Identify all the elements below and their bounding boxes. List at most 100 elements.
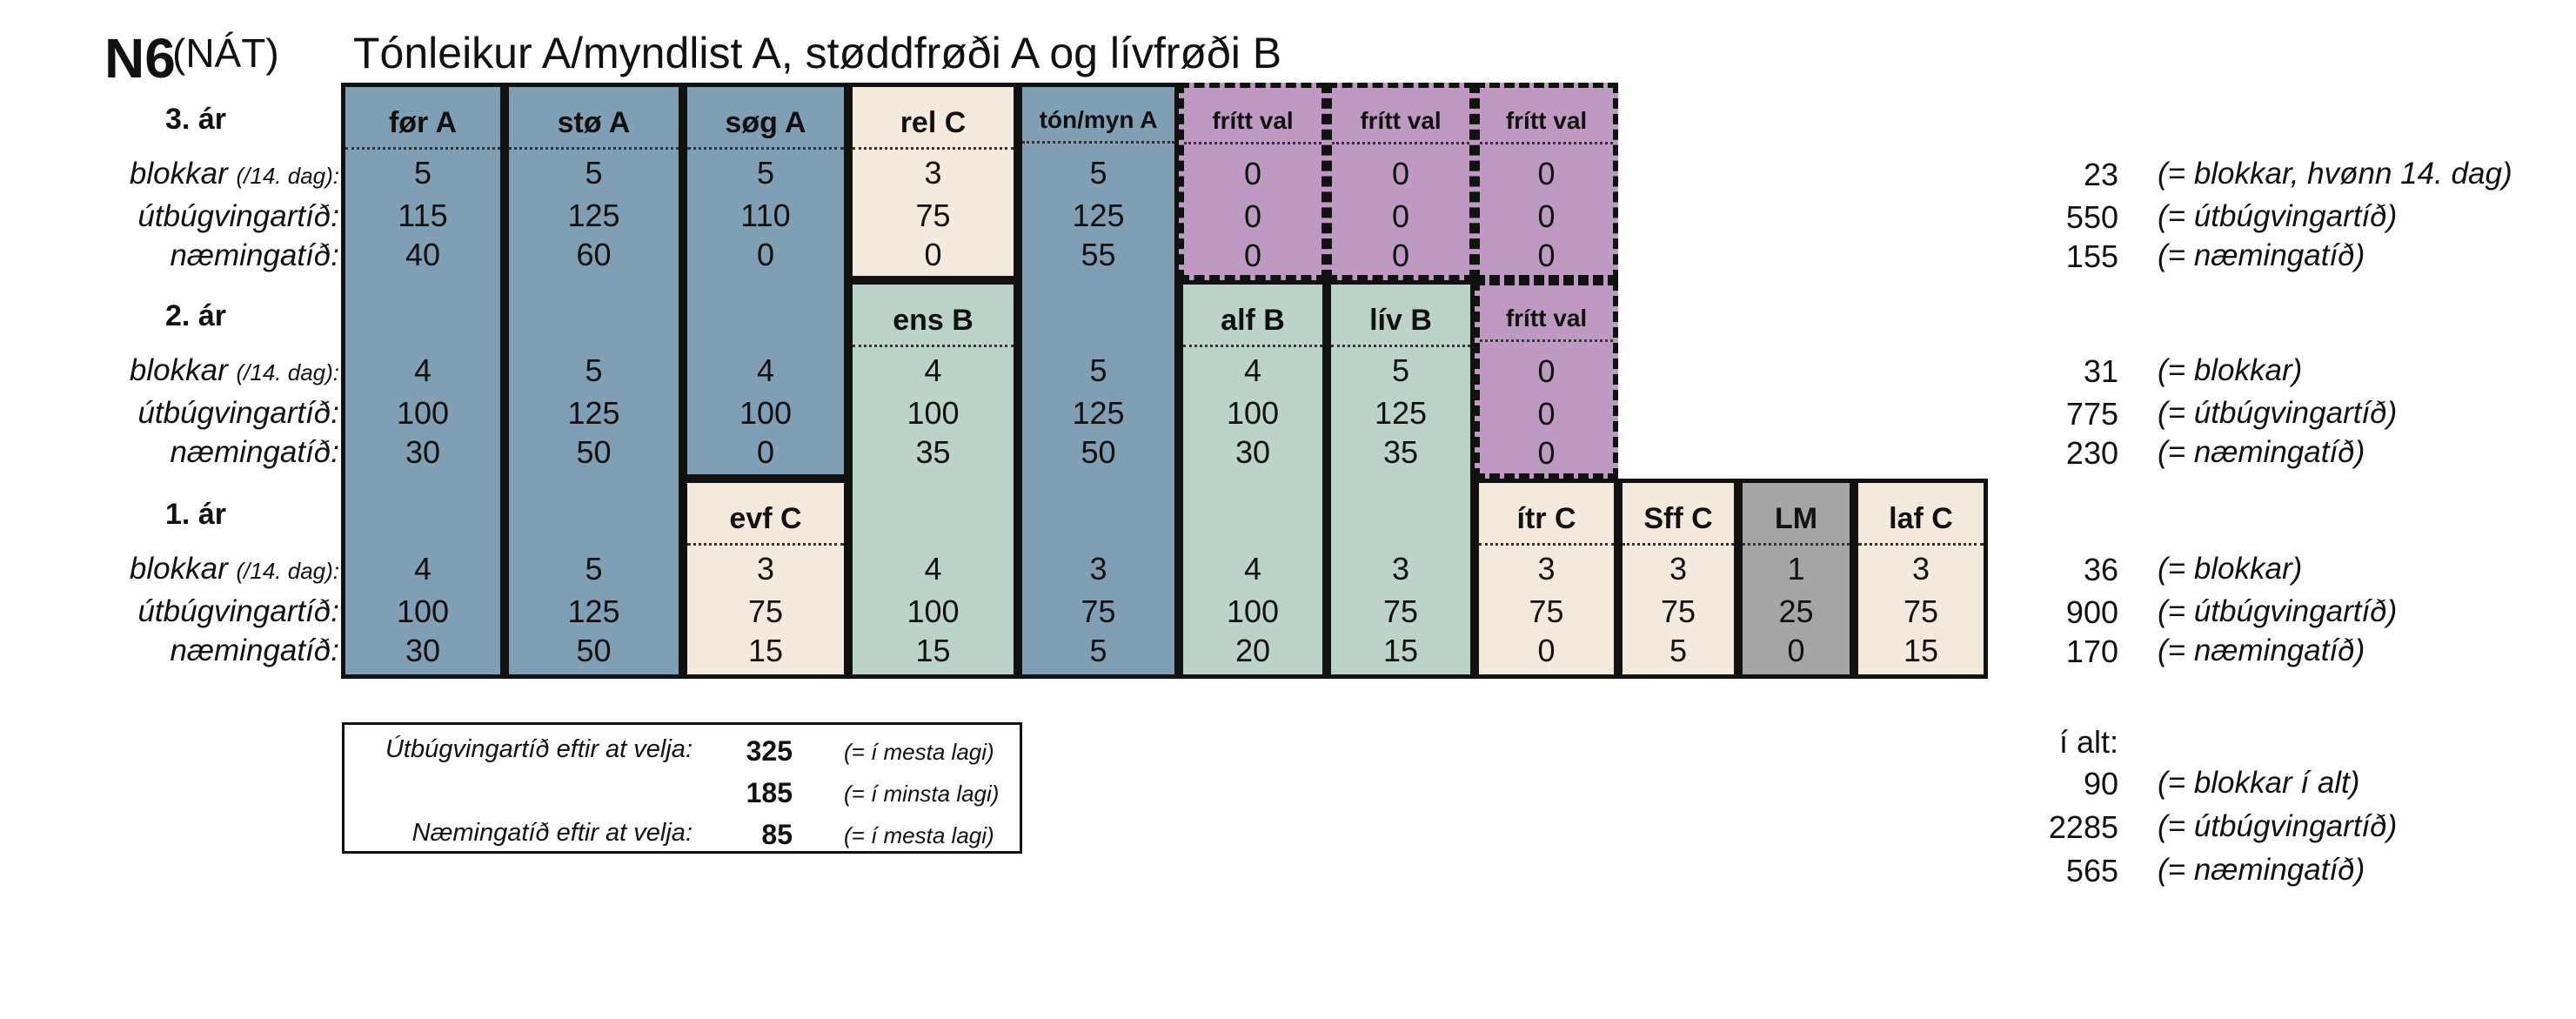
course-value: 125 — [567, 395, 620, 431]
nemingatid-label-2: næmingatíð: — [170, 435, 339, 469]
course-cell-fr-tt-val: frítt val 0 0 0 — [1179, 83, 1327, 280]
course-value: 30 — [405, 633, 441, 668]
course-cell-laf-c: laf C 3 75 15 — [1854, 479, 1988, 679]
course-value: 5 — [585, 155, 603, 191]
course-value: 0 — [1537, 198, 1556, 234]
course-value: 15 — [1382, 633, 1419, 668]
course-cell-lm: LM 1 25 0 — [1738, 479, 1854, 679]
course-value: 100 — [396, 593, 450, 629]
total-note: (= útbúgvingartíð) — [2158, 396, 2398, 430]
course-value: 0 — [756, 237, 775, 272]
course-value: 115 — [398, 198, 448, 233]
blokkar-label-1: blokkar (/14. dag): — [129, 552, 339, 586]
course-value: 50 — [576, 633, 612, 668]
grand-total-note: (= útbúgvingartíð) — [2158, 809, 2398, 843]
course-value: 15 — [1903, 633, 1939, 668]
course-value: 5 — [1089, 633, 1107, 668]
program-abbrev: (NÁT) — [172, 30, 279, 76]
total-value: 23 — [2083, 157, 2118, 192]
course-value: 0 — [1391, 156, 1410, 191]
total-value: 775 — [2065, 396, 2118, 432]
grand-total-value: 2285 — [2048, 809, 2118, 845]
course-cell-fr-tt-val: frítt val 0 0 0 — [1475, 83, 1618, 280]
course-value: 5 — [1391, 352, 1410, 388]
course-value: 0 — [1537, 396, 1556, 432]
course-code: lív B — [1331, 304, 1470, 347]
course-code: før A — [345, 106, 500, 150]
course-value: 100 — [739, 395, 793, 431]
course-value: 100 — [1226, 395, 1280, 431]
course-cell-ens-b: ens B 4 100 35 4 100 15 — [848, 280, 1018, 679]
course-value: 0 — [1537, 353, 1556, 389]
utbugvingartid-label-3: útbúgvingartíð: — [137, 199, 339, 233]
course-value: 3 — [924, 155, 942, 191]
course-value: 100 — [907, 395, 960, 431]
course-cell-s-g-a: søg A 5 110 0 4 100 0 — [683, 83, 848, 479]
course-code: rel C — [853, 106, 1014, 150]
course-value: 125 — [1374, 395, 1428, 431]
course-value: 35 — [915, 434, 951, 470]
grand-total-note: (= blokkar í alt) — [2158, 766, 2360, 800]
course-value: 3 — [1911, 551, 1930, 587]
course-cell-alf-b: alf B 4 100 30 4 100 20 — [1179, 280, 1327, 679]
total-note: (= næmingatíð) — [2158, 634, 2365, 667]
choice-note: (= í mesta lagi) — [844, 822, 994, 848]
course-value: 60 — [576, 237, 612, 272]
course-cell-f-r-a: før A 5 115 40 4 100 30 4 100 30 — [341, 83, 505, 679]
course-code: stø A — [509, 106, 679, 150]
utbugvingartid-label-2: útbúgvingartíð: — [137, 396, 339, 430]
course-value: 100 — [1226, 593, 1280, 629]
course-value: 3 — [1537, 551, 1556, 587]
course-cell-rel-c: rel C 3 75 0 — [848, 83, 1018, 280]
course-value: 5 — [1669, 633, 1688, 668]
total-value: 900 — [2065, 594, 2118, 630]
course-value: 15 — [747, 633, 784, 668]
nemingatid-label-1: næmingatíð: — [170, 634, 339, 667]
course-value: 0 — [1537, 156, 1556, 191]
choice-note: (= í mesta lagi) — [844, 739, 994, 765]
choice-label: Næmingatíð eftir at velja: — [411, 819, 693, 847]
course-code: frítt val — [1332, 107, 1469, 144]
course-value: 35 — [1382, 434, 1419, 470]
course-value: 30 — [405, 434, 441, 470]
course-cell-sff-c: Sff C 3 75 5 — [1618, 479, 1738, 679]
choices-box: Útbúgvingartíð eftir at velja: 325 (= í … — [342, 722, 1022, 854]
course-value: 0 — [756, 434, 775, 470]
course-code: søg A — [687, 106, 844, 150]
course-value: 0 — [1391, 238, 1410, 273]
total-value: 170 — [2065, 634, 2118, 669]
year-label-2: 2. ár — [165, 299, 226, 332]
course-value: 4 — [413, 352, 432, 388]
course-value: 75 — [915, 198, 951, 233]
course-value: 100 — [907, 593, 960, 629]
total-value: 155 — [2065, 238, 2118, 274]
course-code: ítr C — [1479, 502, 1614, 546]
course-value: 4 — [924, 551, 942, 587]
course-value: 75 — [1660, 593, 1696, 629]
course-cell-tr-c: ítr C 3 75 0 — [1475, 479, 1618, 679]
course-value: 25 — [1778, 593, 1814, 629]
course-value: 4 — [756, 352, 775, 388]
choice-value: 325 — [746, 735, 793, 767]
total-note: (= blokkar, hvønn 14. dag) — [2158, 157, 2512, 191]
course-value: 0 — [924, 237, 942, 272]
utbugvingartid-label-1: útbúgvingartíð: — [137, 594, 339, 628]
course-code: LM — [1743, 502, 1850, 546]
course-code: frítt val — [1480, 305, 1613, 342]
course-code: Sff C — [1623, 502, 1734, 546]
course-value: 4 — [1243, 352, 1262, 388]
course-value: 125 — [567, 593, 620, 629]
course-code: evf C — [687, 502, 844, 546]
course-value: 0 — [1243, 238, 1262, 273]
course-value: 4 — [924, 352, 942, 388]
course-value: 20 — [1234, 633, 1271, 668]
course-cell-evf-c: evf C 3 75 15 — [683, 479, 848, 679]
course-cell-fr-tt-val: frítt val 0 0 0 — [1475, 280, 1618, 479]
course-value: 75 — [1903, 593, 1939, 629]
grand-total-note: (= næmingatíð) — [2158, 853, 2365, 887]
total-note: (= næmingatíð) — [2158, 435, 2365, 469]
total-value: 36 — [2083, 552, 2118, 587]
course-value: 5 — [756, 155, 775, 191]
course-value: 30 — [1234, 434, 1271, 470]
course-value: 75 — [1382, 593, 1419, 629]
